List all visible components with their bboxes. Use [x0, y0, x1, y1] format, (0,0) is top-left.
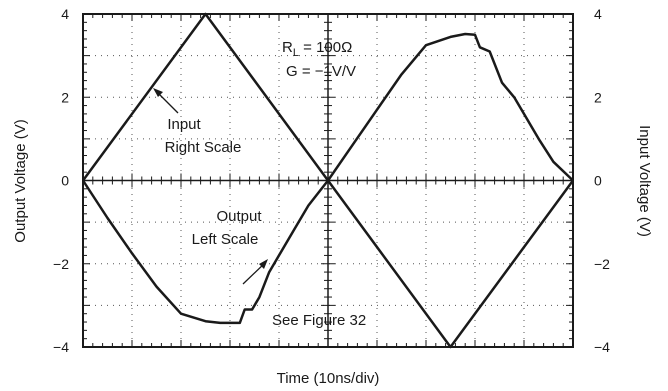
- minor-ticks: [83, 14, 573, 347]
- y-tick-label-right: −4: [594, 339, 610, 355]
- y-tick-label-left: −4: [53, 339, 69, 355]
- tick-labels: 4 4 2 2 0 0 −2 −2 −4 −4: [53, 6, 610, 355]
- y-axis-label-right: Input Voltage (V): [636, 125, 653, 237]
- output-label-line2: Left Scale: [192, 231, 259, 248]
- input-arrowhead: [153, 88, 163, 97]
- y-tick-label-right: 2: [594, 89, 602, 105]
- x-axis-label: Time (10ns/div): [277, 370, 380, 387]
- input-label-line1: Input: [167, 116, 201, 133]
- series-output-line: [81, 32, 574, 325]
- output-label-line1: Output: [216, 208, 262, 225]
- y-tick-label-right: 0: [594, 173, 602, 189]
- y-axis-label-left: Output Voltage (V): [12, 119, 29, 242]
- y-tick-label-left: −2: [53, 256, 69, 272]
- y-tick-label-right: −2: [594, 256, 610, 272]
- output-arrowhead: [259, 259, 268, 269]
- y-tick-label-left: 0: [61, 173, 69, 189]
- y-tick-label-left: 2: [61, 89, 69, 105]
- y-tick-label-right: 4: [594, 6, 602, 22]
- see-figure-note: See Figure 32: [272, 312, 366, 329]
- conditions-gain: G = −1V/V: [286, 63, 356, 80]
- conditions-rl: RL = 100Ω: [282, 39, 352, 59]
- y-tick-label-left: 4: [61, 6, 69, 22]
- input-label-line2: Right Scale: [165, 139, 242, 156]
